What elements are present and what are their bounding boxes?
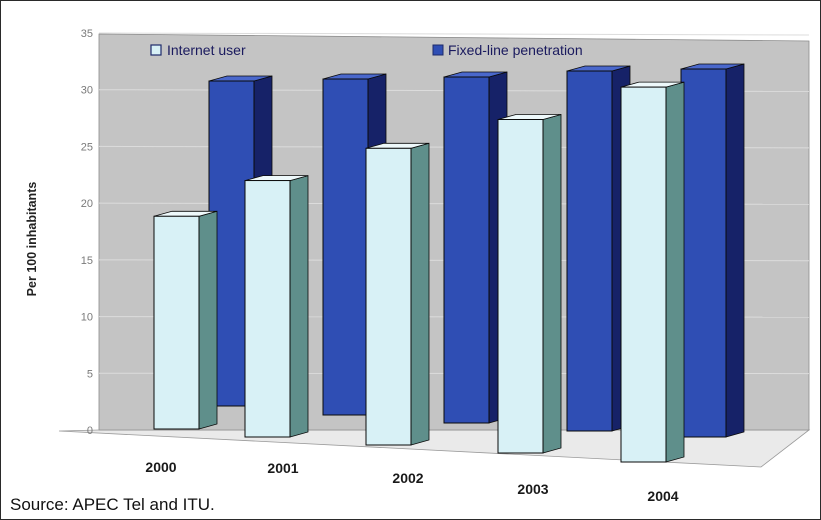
- legend: Internet user Fixed-line penetration: [150, 42, 583, 58]
- x-tick-label: 2001: [267, 460, 298, 476]
- bar-fixed-line-2004: [680, 63, 745, 438]
- y-tick-label: 35: [81, 28, 93, 40]
- x-tick-label: 2003: [517, 481, 548, 497]
- bars: [153, 63, 745, 463]
- source-note: Source: APEC Tel and ITU.: [10, 495, 215, 514]
- bar-internet-user-2002: [365, 142, 430, 446]
- legend-swatch-internet-user: [150, 44, 162, 56]
- y-axis-label: Per 100 inhabitants: [25, 182, 39, 297]
- x-axis: 2000 2001 2002 2003 2004: [145, 459, 678, 504]
- bar-internet-user-2004-front: [620, 86, 667, 463]
- gridline: [98, 32, 810, 36]
- bar-internet-user-2004: [620, 81, 685, 463]
- bar-internet-user-2001-front: [244, 180, 291, 438]
- y-tick-label: 15: [81, 255, 93, 267]
- bar-fixed-line-2001-front: [322, 78, 369, 416]
- y-tick-label: 25: [81, 141, 93, 153]
- legend-swatch-fixed-line: [432, 44, 444, 56]
- x-tick-label: 2000: [145, 459, 176, 475]
- bar-internet-user-2000: [153, 210, 218, 430]
- legend-label-internet-user: Internet user: [167, 42, 246, 58]
- y-tick-label: 20: [81, 198, 93, 210]
- y-tick-label: 10: [81, 312, 93, 324]
- x-tick-label: 2004: [647, 488, 678, 504]
- bar-internet-user-2004-side: [665, 81, 685, 463]
- bar-internet-user-2002-front: [365, 147, 412, 446]
- legend-label-fixed-line: Fixed-line penetration: [448, 42, 583, 58]
- bar-internet-user-2000-side: [198, 210, 218, 430]
- bar-internet-user-2003-front: [497, 119, 544, 454]
- bar-internet-user-2001-side: [289, 175, 309, 438]
- bar-fixed-line-2004-side: [725, 63, 745, 438]
- bar-internet-user-2000-front: [153, 215, 200, 430]
- y-tick-label: 0: [87, 425, 93, 437]
- bar-fixed-line-2004-front: [680, 68, 727, 438]
- bar-fixed-line-2003-front: [566, 70, 613, 432]
- bar-internet-user-2002-side: [410, 142, 430, 446]
- y-axis: Per 100 inhabitants 0 5 10 15 20 25 30 35: [25, 28, 93, 437]
- y-tick-label: 30: [81, 85, 93, 97]
- bar-internet-user-2001: [244, 175, 309, 438]
- bar-internet-user-2003: [497, 113, 562, 454]
- y-tick-label: 5: [87, 368, 93, 380]
- bar-internet-user-2003-side: [542, 113, 562, 454]
- bar-fixed-line-2002-front: [443, 76, 490, 424]
- x-tick-label: 2002: [392, 470, 423, 486]
